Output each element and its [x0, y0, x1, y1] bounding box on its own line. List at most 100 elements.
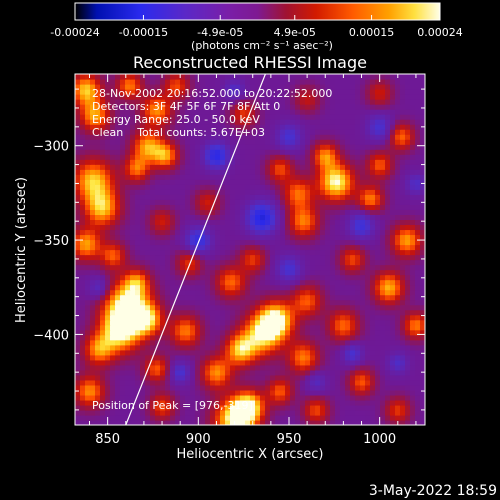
heatmap-cell [175, 94, 181, 100]
heatmap-cell [275, 379, 281, 386]
heatmap-cell [200, 409, 206, 416]
heatmap-cell [390, 414, 396, 421]
heatmap-cell [260, 154, 266, 160]
heatmap-cell [115, 374, 121, 381]
heatmap-cell [245, 124, 251, 130]
heatmap-cell [80, 314, 86, 321]
heatmap-cell [380, 99, 386, 105]
heatmap-cell [210, 99, 216, 105]
heatmap-cell [345, 149, 351, 155]
heatmap-cell [145, 294, 151, 301]
heatmap-cell [310, 179, 316, 185]
heatmap-cell [340, 104, 346, 110]
heatmap-cell [325, 309, 331, 316]
heatmap-cell [240, 399, 246, 406]
heatmap-cell [130, 134, 136, 140]
heatmap-cell [210, 349, 216, 356]
heatmap-cell [100, 224, 106, 231]
heatmap-cell [230, 339, 236, 346]
heatmap-cell [230, 249, 236, 256]
heatmap-cell [160, 74, 166, 80]
heatmap-cell [250, 279, 256, 286]
heatmap-cell [180, 204, 186, 210]
heatmap-cell [370, 369, 376, 376]
heatmap-cell [150, 194, 156, 200]
heatmap-cell [85, 264, 91, 271]
heatmap-cell [75, 319, 81, 326]
heatmap-cell [355, 94, 361, 100]
heatmap-cell [235, 264, 241, 271]
heatmap-cell [155, 314, 161, 321]
heatmap-cell [180, 374, 186, 381]
heatmap-cell [365, 304, 371, 311]
heatmap-cell [310, 234, 316, 241]
heatmap-cell [315, 79, 321, 85]
heatmap-cell [95, 124, 101, 130]
heatmap-cell [230, 199, 236, 205]
heatmap-cell [240, 109, 246, 115]
heatmap-cell [390, 79, 396, 85]
heatmap-cell [120, 144, 126, 150]
heatmap-cell [420, 204, 425, 210]
heatmap-cell [320, 334, 326, 341]
heatmap-cell [375, 129, 381, 135]
heatmap-cell [230, 264, 236, 271]
heatmap-cell [395, 124, 401, 130]
heatmap-cell [115, 139, 121, 145]
heatmap-cell [355, 304, 361, 311]
heatmap-cell [130, 199, 136, 205]
heatmap-cell [210, 114, 216, 120]
heatmap-cell [170, 294, 176, 301]
heatmap-cell [220, 379, 226, 386]
heatmap-cell [295, 109, 301, 115]
heatmap-cell [415, 349, 421, 356]
heatmap-cell [320, 279, 326, 286]
heatmap-cell [175, 344, 181, 351]
heatmap-cell [245, 229, 251, 236]
heatmap-cell [160, 249, 166, 256]
heatmap-cell [345, 159, 351, 165]
heatmap-cell [320, 409, 326, 416]
heatmap-cell [390, 314, 396, 321]
heatmap-cell [85, 274, 91, 281]
heatmap-cell [195, 204, 201, 210]
heatmap-cell [100, 159, 106, 165]
heatmap-cell [90, 369, 96, 376]
heatmap-cell [115, 294, 121, 301]
heatmap-cell [325, 409, 331, 416]
heatmap-cell [125, 354, 131, 361]
heatmap-cell [105, 189, 111, 195]
heatmap-cell [405, 374, 411, 381]
heatmap-cell [365, 284, 371, 291]
heatmap-cell [145, 244, 151, 251]
heatmap-cell [335, 414, 341, 421]
heatmap-cell [155, 234, 161, 241]
heatmap-cell [190, 299, 196, 306]
heatmap-cell [335, 179, 341, 185]
heatmap-cell [300, 144, 306, 150]
heatmap-cell [410, 184, 416, 190]
heatmap-cell [215, 284, 221, 291]
heatmap-cell [375, 324, 381, 331]
heatmap-cell [250, 394, 256, 401]
heatmap-cell [255, 349, 261, 356]
heatmap-cell [155, 184, 161, 190]
heatmap-cell [180, 149, 186, 155]
heatmap-cell [305, 89, 311, 95]
heatmap-cell [345, 179, 351, 185]
heatmap-cell [135, 379, 141, 386]
heatmap-cell [420, 319, 425, 326]
heatmap-cell [75, 299, 81, 306]
heatmap-cell [75, 119, 81, 125]
heatmap-cell [105, 214, 111, 221]
heatmap-cell [260, 394, 266, 401]
heatmap-cell [240, 259, 246, 266]
heatmap-cell [370, 349, 376, 356]
heatmap-cell [120, 284, 126, 291]
heatmap-cell [175, 389, 181, 396]
heatmap-cell [340, 284, 346, 291]
heatmap-cell [375, 244, 381, 251]
heatmap-cell [360, 419, 366, 425]
heatmap-cell [280, 284, 286, 291]
heatmap-cell [85, 354, 91, 361]
